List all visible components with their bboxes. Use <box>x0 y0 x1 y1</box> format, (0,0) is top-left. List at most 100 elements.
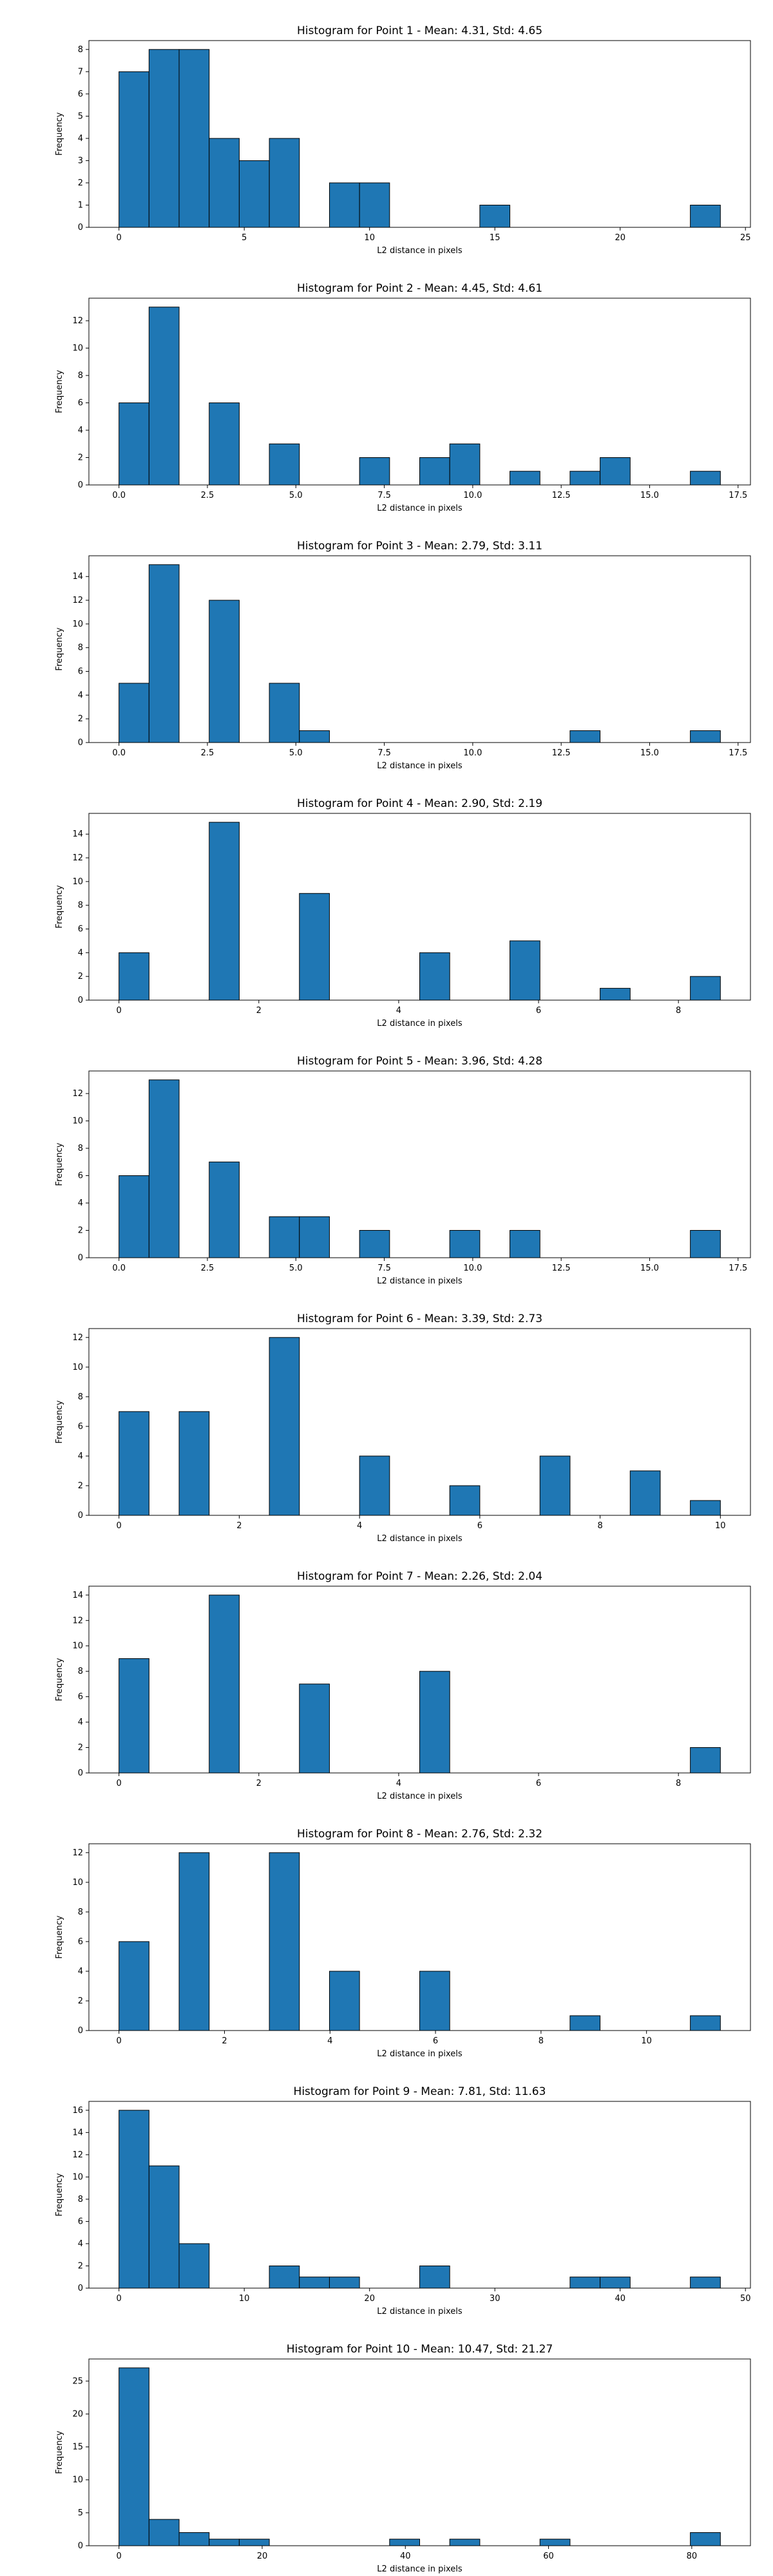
x-tick-label: 2 <box>222 2036 227 2046</box>
y-tick-label: 1 <box>78 200 83 210</box>
histogram-bar <box>600 2277 631 2288</box>
y-tick-label: 8 <box>78 371 83 381</box>
histogram-bar <box>119 1176 149 1258</box>
x-tick-label: 10 <box>715 1521 726 1531</box>
y-tick-label: 12 <box>72 1616 83 1625</box>
histogram-bar <box>209 403 240 485</box>
y-tick-label: 6 <box>78 1171 83 1181</box>
y-tick-label: 4 <box>78 1452 83 1461</box>
y-tick-label: 10 <box>72 344 83 354</box>
chart-title: Histogram for Point 4 - Mean: 2.90, Std:… <box>297 797 542 810</box>
y-tick-label: 2 <box>78 972 83 981</box>
y-tick-label: 10 <box>72 1363 83 1372</box>
x-tick-label: 60 <box>543 2552 554 2561</box>
histogram-bar <box>119 952 149 1000</box>
x-tick-label: 15.0 <box>640 491 659 500</box>
histogram-bar <box>209 138 240 227</box>
axes-frame <box>89 298 750 485</box>
histogram-bar <box>359 183 390 227</box>
histogram-bar <box>600 989 631 1000</box>
histogram-bar <box>480 205 510 227</box>
x-tick-label: 20 <box>257 2552 268 2561</box>
histogram-bar <box>149 307 179 485</box>
histogram-bar <box>691 2277 721 2288</box>
histogram-bar <box>269 1217 300 1258</box>
y-tick-label: 2 <box>78 1481 83 1491</box>
histogram-bar <box>119 1412 149 1515</box>
y-tick-label: 5 <box>78 2508 83 2518</box>
x-tick-label: 0 <box>117 233 122 243</box>
histogram-bar <box>450 1231 480 1258</box>
y-tick-label: 8 <box>78 45 83 55</box>
x-tick-label: 12.5 <box>552 1264 571 1273</box>
histogram-bar <box>269 2266 300 2288</box>
x-tick-label: 20 <box>615 233 625 243</box>
y-tick-label: 10 <box>72 2172 83 2182</box>
histogram-bar <box>691 1748 721 1773</box>
x-axis-label: L2 distance in pixels <box>377 2307 463 2316</box>
histogram-bar <box>691 731 721 743</box>
y-tick-label: 2 <box>78 714 83 724</box>
histogram-bar <box>269 444 300 485</box>
y-tick-label: 8 <box>78 1667 83 1676</box>
x-tick-label: 10 <box>641 2036 652 2046</box>
histogram-bar <box>209 1162 240 1258</box>
histogram-bar <box>149 1080 179 1258</box>
y-tick-label: 0 <box>78 223 83 232</box>
histogram-bar <box>209 1595 240 1773</box>
y-tick-label: 14 <box>72 1591 83 1600</box>
x-tick-label: 2.5 <box>201 491 215 500</box>
histogram-bar <box>420 2266 450 2288</box>
x-tick-label: 0 <box>117 1006 122 1016</box>
histogram-bar <box>179 2244 209 2288</box>
x-axis-label: L2 distance in pixels <box>377 504 463 513</box>
y-axis-label: Frequency <box>55 1400 64 1443</box>
y-tick-label: 12 <box>72 853 83 863</box>
histogram-bar <box>450 2539 480 2546</box>
y-tick-label: 10 <box>72 2476 83 2485</box>
chart-title: Histogram for Point 5 - Mean: 3.96, Std:… <box>297 1055 542 1068</box>
y-axis-label: Frequency <box>55 112 64 155</box>
x-tick-label: 10.0 <box>463 1264 482 1273</box>
histogram-chart-8: Histogram for Point 8 - Mean: 2.76, Std:… <box>55 1828 750 2059</box>
y-tick-label: 8 <box>78 1908 83 1917</box>
histogram-bar <box>691 1231 721 1258</box>
y-tick-label: 12 <box>72 596 83 605</box>
x-tick-label: 0 <box>117 1521 122 1531</box>
x-tick-label: 10.0 <box>463 491 482 500</box>
x-tick-label: 6 <box>477 1521 482 1531</box>
y-tick-label: 12 <box>72 1333 83 1343</box>
x-tick-label: 2.5 <box>201 1264 215 1273</box>
y-tick-label: 14 <box>72 572 83 582</box>
x-tick-label: 5.0 <box>289 1264 303 1273</box>
histogram-bar <box>450 444 480 485</box>
histogram-bar <box>119 403 149 485</box>
histogram-bar <box>420 952 450 1000</box>
x-tick-label: 20 <box>364 2294 375 2304</box>
x-tick-label: 17.5 <box>729 491 747 500</box>
x-tick-label: 7.5 <box>377 1264 391 1273</box>
x-tick-label: 12.5 <box>552 491 571 500</box>
y-tick-label: 2 <box>78 1226 83 1236</box>
x-axis-label: L2 distance in pixels <box>377 1019 463 1028</box>
histogram-bar <box>570 2277 600 2288</box>
histogram-bar <box>691 2533 721 2546</box>
histogram-bar <box>540 1456 570 1515</box>
histogram-bar <box>239 2539 269 2546</box>
histogram-bar <box>149 50 179 227</box>
y-tick-label: 2 <box>78 178 83 188</box>
x-tick-label: 17.5 <box>729 1264 747 1273</box>
y-tick-label: 15 <box>72 2443 83 2452</box>
y-tick-label: 10 <box>72 877 83 887</box>
chart-title: Histogram for Point 6 - Mean: 3.39, Std:… <box>297 1312 542 1325</box>
y-axis-label: Frequency <box>55 1915 64 1958</box>
x-tick-label: 5.0 <box>289 748 303 758</box>
y-tick-label: 10 <box>72 1642 83 1651</box>
histogram-bar <box>359 1456 390 1515</box>
y-tick-label: 4 <box>78 948 83 958</box>
x-tick-label: 0 <box>117 1779 122 1788</box>
y-tick-label: 8 <box>78 2195 83 2204</box>
y-tick-label: 6 <box>78 1937 83 1947</box>
y-tick-label: 4 <box>78 1967 83 1976</box>
chart-title: Histogram for Point 1 - Mean: 4.31, Std:… <box>297 24 542 37</box>
